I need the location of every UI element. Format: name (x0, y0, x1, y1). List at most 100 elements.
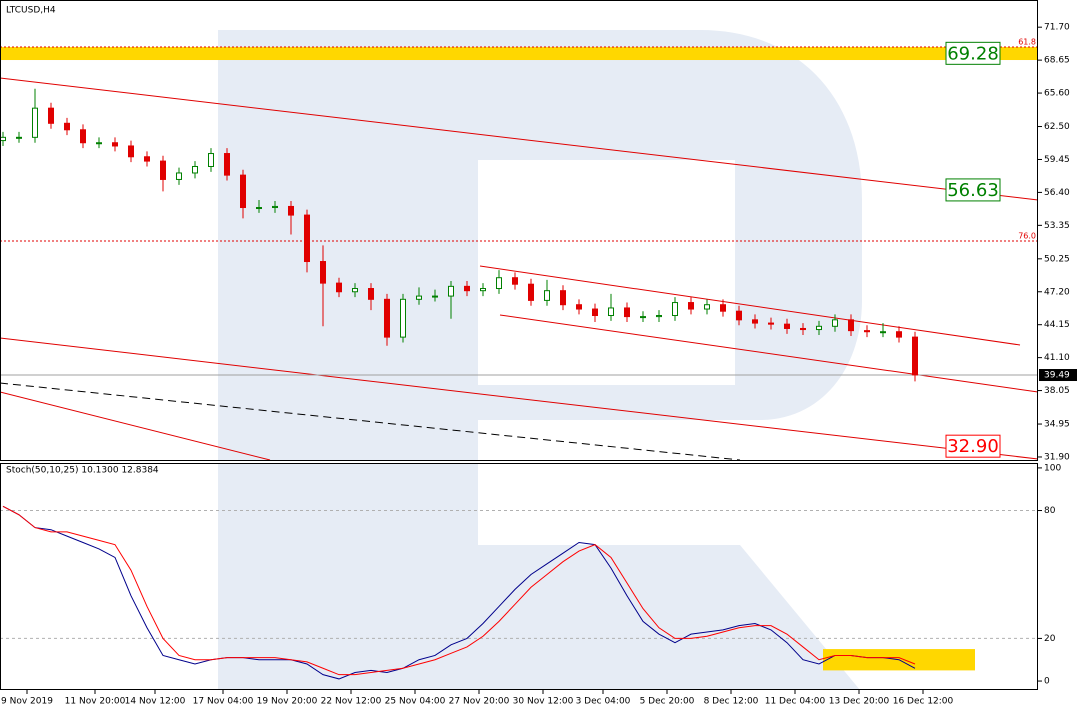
candle-body (320, 261, 326, 284)
candle-body (640, 316, 646, 319)
dashed-trendline (0, 382, 741, 461)
y-tick-label: 71.70 (1044, 23, 1070, 33)
candle-body (576, 304, 582, 310)
level-box (945, 178, 1001, 202)
candle-body (880, 331, 886, 334)
y-tick-label: 100 (1044, 463, 1061, 473)
y-tick-label: 34.95 (1044, 420, 1070, 430)
candle-body (96, 142, 102, 145)
x-tick-label: 19 Nov 20:00 (257, 697, 318, 707)
candle-body (368, 288, 374, 300)
trendline (0, 77, 1039, 201)
fib-label: 76.0 (1018, 232, 1036, 241)
candle-body (288, 205, 294, 216)
candle-body (48, 107, 54, 124)
y-tick-label: 0 (1044, 677, 1050, 687)
candle-body (544, 290, 550, 301)
x-tick-label: 13 Dec 20:00 (829, 697, 890, 707)
y-tick-label: 80 (1044, 506, 1056, 516)
candle-body (400, 298, 406, 338)
x-tick-label: 22 Nov 12:00 (321, 697, 382, 707)
y-tick-label: 31.90 (1044, 452, 1070, 462)
y-tick-label: 50.25 (1044, 254, 1070, 264)
x-tick-label: 27 Nov 20:00 (449, 697, 510, 707)
candle-body (416, 295, 422, 300)
x-tick-label: 30 Nov 12:00 (513, 697, 574, 707)
candle-body (384, 298, 390, 338)
x-tick-label: 14 Nov 12:00 (125, 697, 186, 707)
candle-body (272, 205, 278, 209)
last-price-box (1039, 369, 1077, 382)
candle-body (528, 283, 534, 301)
y-tick-label: 38.05 (1044, 386, 1070, 396)
y-tick-label: 62.50 (1044, 122, 1070, 132)
candle-body (704, 304, 710, 310)
candle-body (496, 277, 502, 290)
candle-body (560, 290, 566, 306)
y-tick-label: 20 (1044, 634, 1056, 644)
candle-body (0, 136, 6, 142)
candle-body (656, 315, 662, 318)
main-frame (0, 0, 1038, 461)
candle-body (256, 207, 262, 210)
level-label: 69.28 (947, 43, 999, 64)
candle-body (480, 288, 486, 292)
chart-title: LTCUSD,H4 (6, 6, 56, 16)
y-tick-label: 68.65 (1044, 56, 1070, 66)
trendline (499, 314, 1039, 393)
candle-body (176, 172, 182, 180)
candle-body (112, 142, 118, 147)
y-tick-label: 65.60 (1044, 89, 1070, 99)
candle-body (896, 331, 902, 338)
candle-body (240, 174, 246, 209)
level-label: 56.63 (947, 180, 999, 201)
candle-body (800, 327, 806, 331)
candle-body (720, 304, 726, 312)
stoch-frame (0, 463, 1038, 690)
y-tick-label: 56.40 (1044, 188, 1070, 198)
x-tick-label: 8 Dec 12:00 (704, 697, 759, 707)
x-tick-label: 3 Dec 04:00 (576, 697, 631, 707)
fib-band (0, 47, 1038, 61)
candle-body (16, 136, 22, 139)
x-tick-label: 17 Nov 04:00 (193, 697, 254, 707)
candle-body (592, 308, 598, 317)
trendline (0, 337, 1039, 460)
level-label: 32.90 (947, 436, 999, 457)
last-price-label: 39.49 (1044, 371, 1070, 381)
candle-body (208, 153, 214, 167)
candle-body (512, 277, 518, 285)
watermark (218, 30, 862, 460)
candle-body (736, 310, 742, 321)
y-tick-label: 44.15 (1044, 320, 1070, 330)
candle-body (160, 160, 166, 180)
level-box (945, 434, 1001, 458)
y-tick-label: 59.45 (1044, 155, 1070, 165)
candle-body (80, 129, 86, 144)
stoch-line (2, 505, 916, 680)
y-tick-label: 47.20 (1044, 287, 1070, 297)
candle-body (128, 145, 134, 158)
candle-body (64, 122, 70, 131)
candle-body (32, 107, 38, 138)
candle-body (192, 165, 198, 174)
candle-body (688, 302, 694, 310)
candle-body (832, 319, 838, 327)
candle-body (672, 302, 678, 317)
candle-body (864, 330, 870, 333)
plot: 71.70 68.65 65.60 62.50 59.45 56.40 53.35 50.25… (0, 23, 1077, 707)
x-tick-label: 11 Dec 04:00 (765, 697, 826, 707)
candle-body (912, 336, 918, 376)
trendlines (0, 77, 1039, 461)
x-tick-label: 9 Nov 2019 (1, 697, 53, 707)
x-tick-label: 5 Dec 20:00 (640, 697, 695, 707)
candle-body (848, 319, 854, 332)
x-tick-label: 16 Dec 12:00 (893, 697, 954, 707)
candle-body (144, 156, 150, 162)
candle-body (448, 285, 454, 297)
y-tick-label: 53.35 (1044, 221, 1070, 231)
candle-body (304, 214, 310, 263)
candle-body (336, 282, 342, 293)
